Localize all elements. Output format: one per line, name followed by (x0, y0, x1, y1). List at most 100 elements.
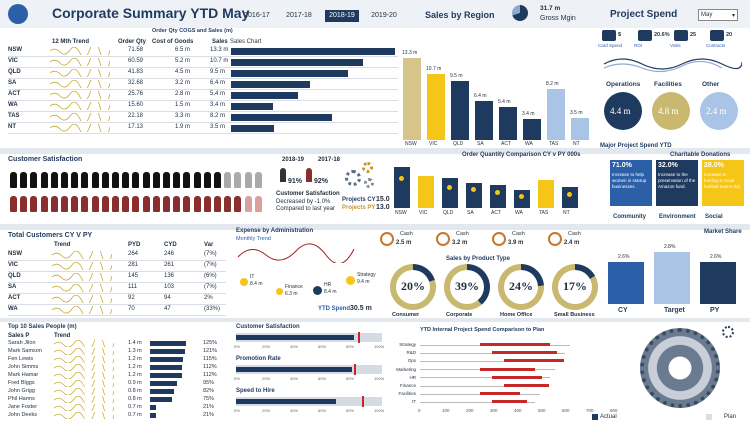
year-tab-2016[interactable]: 2016-17 (244, 12, 270, 19)
major-project-title: Major Project Spend YTD (600, 143, 672, 149)
region-row-cogs: 1.5 m (175, 102, 191, 108)
person-icon (234, 196, 242, 212)
region-row-order-qty: 71.58 (128, 47, 144, 53)
region-row-state: TAS (8, 113, 20, 119)
person-icon (30, 172, 38, 188)
region-bar-label: 5.4 m (498, 98, 511, 105)
region-row-order-qty: 22.18 (128, 113, 144, 119)
internal-plan-line (420, 360, 560, 362)
top10-row-name: Fred Blggs (8, 380, 35, 386)
product-donut-hole (558, 270, 592, 304)
expense-bubble-name: IT (250, 274, 255, 280)
expense-bubble-value: 6.3 m (285, 291, 298, 297)
top10-row-value: 0.8 m (128, 396, 142, 402)
region-row-state: ACT (8, 91, 21, 97)
person-icon (163, 172, 170, 188)
person-icon (10, 196, 17, 212)
customer-satisfaction-title: Customer Satisfaction (8, 156, 83, 163)
person-icon (40, 172, 48, 188)
cust-row-state: SA (8, 284, 17, 290)
gauge-target-marker (358, 332, 360, 343)
year-tab-2017[interactable]: 2017-18 (286, 12, 312, 19)
spend-circle (652, 92, 690, 130)
market-share-bar (608, 262, 644, 304)
spend-circle (700, 92, 738, 130)
cust-row-state: NSW (8, 251, 22, 257)
actual-legend-label: Actual (600, 414, 617, 420)
internal-axis-tick: 800 (610, 408, 618, 413)
year-tab-2018[interactable]: 2018-19 (325, 10, 359, 22)
cust-row-pyd: 281 (128, 262, 139, 268)
top10-row-name: Phil Harms (8, 396, 35, 402)
person-icon (214, 196, 221, 212)
cust-row-var: (7%) (204, 251, 217, 257)
trend-sparkline (54, 348, 114, 355)
gauge-tick: 80% (346, 344, 355, 349)
sales-chart-bar (231, 81, 310, 88)
cash-value: 2.5 m (396, 240, 412, 246)
spend-circle-value: 2.4 m (706, 106, 727, 116)
gauge-tick: 20% (262, 376, 271, 381)
internal-plan-line (420, 401, 535, 403)
order-qty-py-marker (495, 189, 500, 195)
internal-axis-tick: 700 (586, 408, 594, 413)
region-row-sales: 3.5 m (210, 124, 226, 130)
top10-row-value: 0.7 m (128, 412, 142, 418)
order-qty-py-marker (543, 185, 548, 190)
header-bar (0, 0, 750, 28)
kpi-label: Visits (670, 43, 681, 48)
region-bar-label: 8.2 m (546, 81, 559, 88)
region-category-label: NT (573, 141, 580, 147)
year-tab-2019[interactable]: 2019-20 (371, 12, 397, 19)
trend-sparkline (50, 80, 110, 88)
sales-region-title: Sales by Region (425, 10, 495, 20)
region-row-state: NT (8, 124, 16, 130)
person-icon (173, 172, 181, 188)
top10-row-value: 0.9 m (128, 380, 142, 386)
cust-row-pyd: 264 (128, 251, 139, 257)
gauge-tick: 80% (346, 376, 355, 381)
person-icon (224, 172, 232, 188)
product-donut-label: Consumer (392, 312, 420, 318)
top10-row-bar (150, 341, 186, 346)
region-bar-label: 10.7 m (426, 66, 442, 73)
top10-row-bar (150, 381, 178, 386)
spend-circle-value: 4.4 m (610, 106, 631, 116)
gauge-tick: 40% (290, 376, 299, 381)
order-qty-py-marker (447, 185, 452, 190)
row-divider (8, 271, 226, 272)
region-row-state: VIC (8, 58, 19, 64)
person-icon (244, 196, 252, 212)
product-donut-label: Home Office (500, 312, 533, 318)
order-qty-bar (538, 180, 554, 208)
row-divider (8, 260, 226, 261)
internal-cat-label: Marketing (396, 366, 416, 372)
person-icon (280, 168, 286, 182)
top10-row-pct: 95% (203, 380, 215, 386)
chevron-down-icon: ▾ (731, 13, 735, 19)
person-icon (40, 196, 48, 212)
top10-row-bar (150, 397, 172, 402)
cust-row-pyd: 92 (128, 295, 135, 301)
month-select[interactable]: May ▾ (698, 9, 738, 21)
cust-row-state: ACT (8, 295, 21, 301)
person-icon (122, 172, 130, 188)
major-project-pct: 28.0% (704, 162, 724, 169)
order-qty-py-marker (423, 180, 428, 186)
cash-label: Cash (512, 231, 525, 237)
gauge-tick: 40% (290, 408, 299, 413)
internal-axis-tick: 300 (490, 408, 498, 413)
person-icon (30, 196, 38, 212)
expense-trend-line (237, 243, 355, 263)
person-icon (173, 196, 181, 212)
internal-cat-label: Ops (407, 358, 416, 364)
market-share-category: Target (664, 307, 685, 314)
major-project-text: Increase to the preservation of the Amaz… (658, 172, 696, 189)
person-icon (132, 172, 140, 188)
person-icon (163, 196, 170, 212)
internal-actual-arrow (492, 375, 542, 379)
region-category-label: VIC (429, 141, 438, 147)
region-row-sales: 3.4 m (210, 102, 226, 108)
trend-sparkline (52, 306, 112, 314)
top10-row-value: 0.8 m (128, 388, 142, 394)
